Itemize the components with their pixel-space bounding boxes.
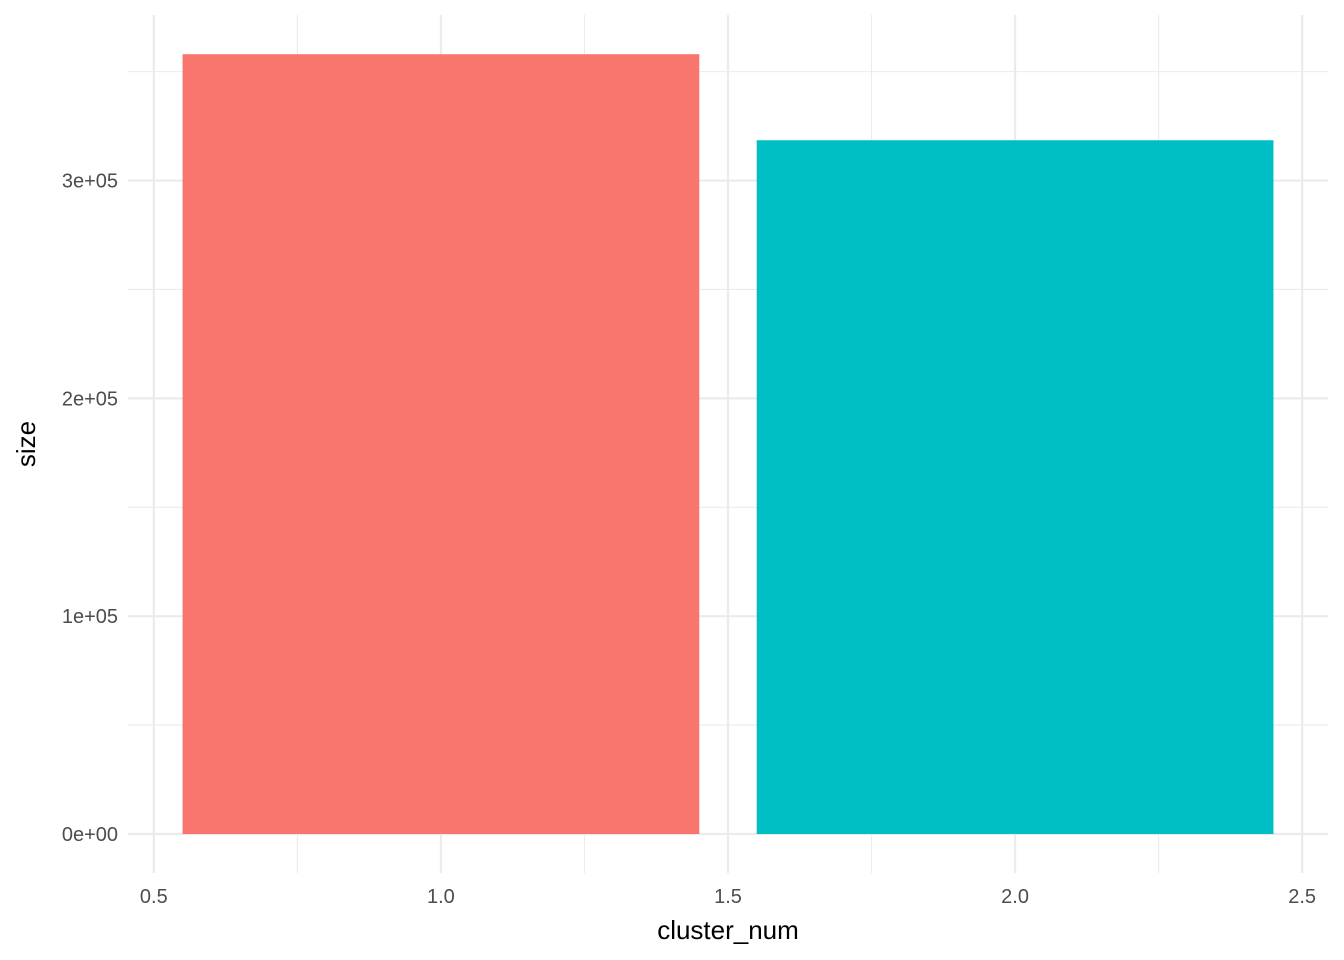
y-tick-label: 3e+05 [62,171,118,193]
x-axis-ticks: 0.5 1.0 1.5 2.0 2.5 [140,886,1316,908]
y-tick-label: 0e+00 [62,824,118,846]
x-axis-title: cluster_num [657,915,799,945]
bar-cluster-1 [182,54,700,835]
y-axis-ticks: 0e+00 1e+05 2e+05 3e+05 [62,171,118,846]
x-tick-label: 1.5 [714,886,742,908]
bar-cluster-2 [756,140,1274,835]
x-tick-label: 0.5 [140,886,168,908]
x-tick-label: 1.0 [427,886,455,908]
x-tick-label: 2.0 [1001,886,1029,908]
y-tick-label: 1e+05 [62,606,118,628]
bars [182,54,1274,835]
y-axis-title: size [11,421,41,467]
y-tick-label: 2e+05 [62,388,118,410]
x-tick-label: 2.5 [1288,886,1316,908]
